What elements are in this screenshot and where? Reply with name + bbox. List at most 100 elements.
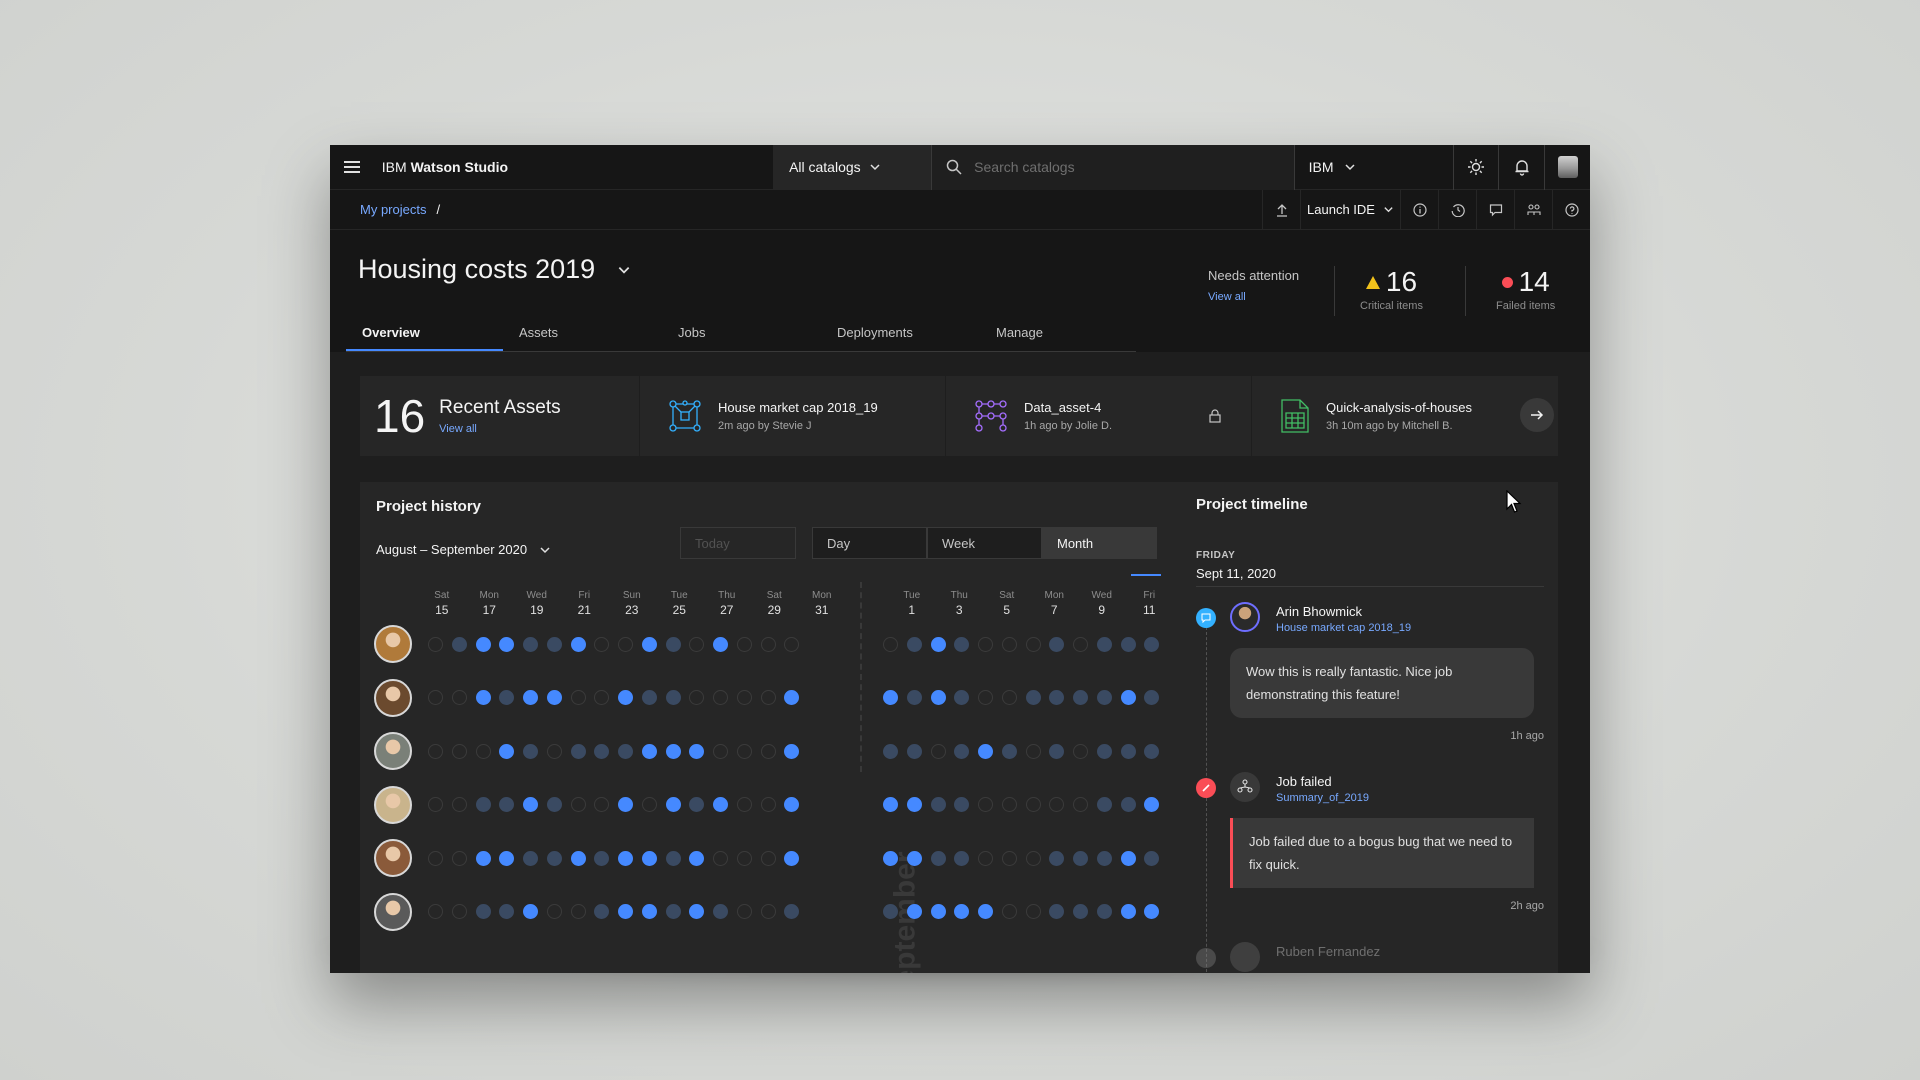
activity-dot-empty[interactable] bbox=[1001, 636, 1017, 652]
activity-dot-active[interactable] bbox=[665, 797, 681, 812]
activity-dot-empty[interactable] bbox=[1001, 850, 1017, 866]
activity-dot-empty[interactable] bbox=[736, 690, 752, 705]
activity-dot-empty[interactable] bbox=[1073, 636, 1088, 652]
activity-dot-empty[interactable] bbox=[1025, 904, 1041, 919]
activity-dot-empty[interactable] bbox=[1073, 797, 1088, 812]
activity-dot-low[interactable] bbox=[1073, 690, 1088, 705]
activity-dot-low[interactable] bbox=[1144, 850, 1160, 866]
activity-dot-empty[interactable] bbox=[736, 904, 752, 919]
activity-dot-empty[interactable] bbox=[930, 743, 946, 759]
activity-dot-active[interactable] bbox=[546, 690, 562, 705]
activity-dot-active[interactable] bbox=[641, 743, 657, 759]
activity-dot-active[interactable] bbox=[689, 850, 705, 866]
activity-dot-low[interactable] bbox=[499, 904, 515, 919]
activity-dot-low[interactable] bbox=[954, 850, 970, 866]
activity-dot-low[interactable] bbox=[1120, 797, 1136, 812]
activity-dot-low[interactable] bbox=[954, 636, 970, 652]
activity-dot-empty[interactable] bbox=[428, 904, 443, 919]
activity-dot-empty[interactable] bbox=[760, 743, 776, 759]
activity-dot-low[interactable] bbox=[1049, 850, 1065, 866]
activity-dot-empty[interactable] bbox=[428, 636, 443, 652]
activity-dot-empty[interactable] bbox=[760, 850, 776, 866]
activity-dot-empty[interactable] bbox=[736, 636, 752, 652]
activity-dot-low[interactable] bbox=[665, 850, 681, 866]
activity-dot-active[interactable] bbox=[978, 904, 993, 919]
asset-card[interactable]: Quick-analysis-of-houses 3h 10m ago by M… bbox=[1252, 376, 1558, 456]
segment-day[interactable]: Day bbox=[812, 527, 927, 559]
activity-dot-empty[interactable] bbox=[451, 904, 467, 919]
activity-dot-active[interactable] bbox=[978, 743, 993, 759]
activity-dot-active[interactable] bbox=[499, 850, 515, 866]
activity-dot-empty[interactable] bbox=[451, 743, 467, 759]
activity-dot-active[interactable] bbox=[1144, 797, 1160, 812]
menu-icon[interactable] bbox=[330, 145, 374, 190]
activity-dot-empty[interactable] bbox=[689, 636, 705, 652]
next-assets-button[interactable] bbox=[1520, 398, 1554, 432]
activity-dot-empty[interactable] bbox=[1025, 797, 1041, 812]
activity-dot-active[interactable] bbox=[499, 636, 515, 652]
activity-dot-active[interactable] bbox=[883, 850, 898, 866]
activity-dot-low[interactable] bbox=[499, 797, 515, 812]
activity-dot-low[interactable] bbox=[1120, 636, 1136, 652]
activity-dot-empty[interactable] bbox=[428, 797, 443, 812]
activity-dot-active[interactable] bbox=[618, 797, 633, 812]
activity-dot-empty[interactable] bbox=[546, 743, 562, 759]
help-button[interactable] bbox=[1552, 189, 1590, 230]
activity-dot-empty[interactable] bbox=[428, 850, 443, 866]
activity-dot-empty[interactable] bbox=[1073, 743, 1088, 759]
activity-dot-low[interactable] bbox=[1144, 743, 1160, 759]
activity-dot-low[interactable] bbox=[1096, 797, 1112, 812]
activity-dot-active[interactable] bbox=[665, 743, 681, 759]
activity-dot-active[interactable] bbox=[523, 690, 538, 705]
activity-dot-low[interactable] bbox=[954, 797, 970, 812]
activity-dot-empty[interactable] bbox=[1025, 850, 1041, 866]
activity-dot-low[interactable] bbox=[570, 743, 586, 759]
activity-dot-empty[interactable] bbox=[760, 690, 776, 705]
comments-button[interactable] bbox=[1476, 189, 1514, 230]
activity-dot-active[interactable] bbox=[784, 850, 800, 866]
critical-items-stat[interactable]: 16 Critical items bbox=[1360, 266, 1423, 312]
activity-dot-low[interactable] bbox=[906, 690, 922, 705]
activity-dot-empty[interactable] bbox=[1049, 797, 1065, 812]
activity-dot-active[interactable] bbox=[930, 904, 946, 919]
activity-dot-empty[interactable] bbox=[451, 690, 467, 705]
activity-dot-active[interactable] bbox=[641, 850, 657, 866]
activity-dot-low[interactable] bbox=[1049, 904, 1065, 919]
activity-dot-active[interactable] bbox=[784, 797, 800, 812]
activity-dot-low[interactable] bbox=[1073, 850, 1088, 866]
activity-dot-low[interactable] bbox=[665, 636, 681, 652]
activity-dot-active[interactable] bbox=[906, 797, 922, 812]
activity-dot-active[interactable] bbox=[499, 743, 515, 759]
activity-dot-low[interactable] bbox=[906, 636, 922, 652]
activity-dot-active[interactable] bbox=[618, 850, 633, 866]
activity-dot-empty[interactable] bbox=[594, 797, 610, 812]
activity-dot-active[interactable] bbox=[523, 797, 538, 812]
today-button[interactable]: Today bbox=[680, 527, 796, 559]
activity-dot-active[interactable] bbox=[641, 636, 657, 652]
avatar[interactable] bbox=[374, 625, 412, 663]
activity-dot-low[interactable] bbox=[906, 743, 922, 759]
activity-dot-active[interactable] bbox=[641, 904, 657, 919]
activity-dot-low[interactable] bbox=[1025, 690, 1041, 705]
activity-dot-low[interactable] bbox=[1144, 636, 1160, 652]
org-selector[interactable]: IBM bbox=[1293, 145, 1453, 190]
segment-month[interactable]: Month bbox=[1042, 527, 1157, 559]
activity-dot-low[interactable] bbox=[523, 636, 538, 652]
activity-dot-empty[interactable] bbox=[736, 850, 752, 866]
avatar[interactable] bbox=[374, 892, 412, 931]
segment-week[interactable]: Week bbox=[927, 527, 1042, 559]
activity-dot-empty[interactable] bbox=[475, 743, 491, 759]
activity-dot-low[interactable] bbox=[1049, 690, 1065, 705]
activity-dot-low[interactable] bbox=[1049, 743, 1065, 759]
activity-dot-empty[interactable] bbox=[883, 636, 898, 652]
activity-dot-low[interactable] bbox=[641, 690, 657, 705]
failed-items-stat[interactable]: 14 Failed items bbox=[1496, 266, 1555, 312]
search-input[interactable] bbox=[974, 159, 1275, 175]
activity-dot-active[interactable] bbox=[713, 636, 728, 652]
activity-dot-active[interactable] bbox=[883, 690, 898, 705]
activity-dot-low[interactable] bbox=[954, 690, 970, 705]
activity-dot-active[interactable] bbox=[906, 850, 922, 866]
activity-dot-low[interactable] bbox=[1096, 743, 1112, 759]
activity-dot-low[interactable] bbox=[1049, 636, 1065, 652]
activity-dot-active[interactable] bbox=[906, 904, 922, 919]
